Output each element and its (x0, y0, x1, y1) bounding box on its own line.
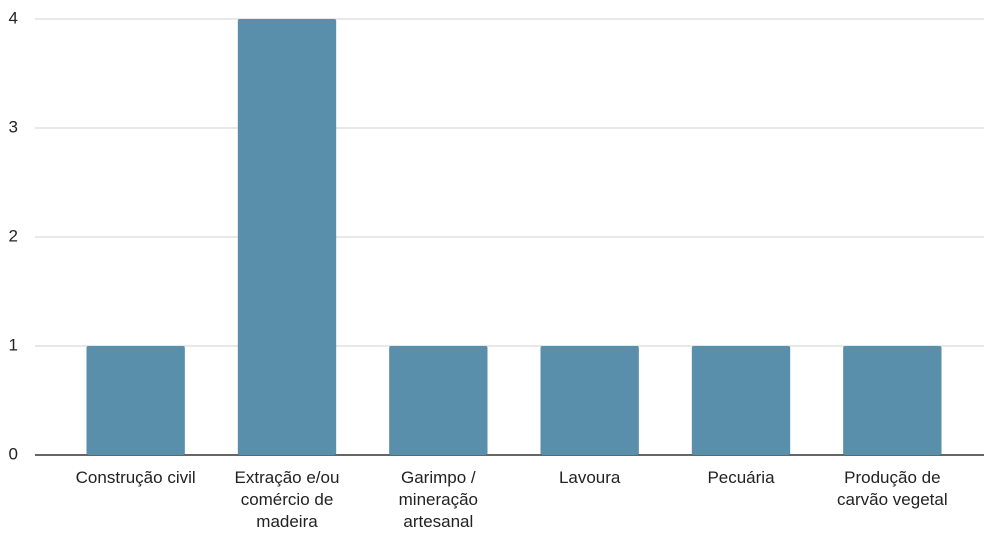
x-tick-label: Extração e/ou comércio de madeira (234, 468, 340, 531)
bar (540, 346, 639, 455)
bar (237, 19, 337, 455)
y-tick-label: 2 (9, 226, 18, 245)
y-tick-label: 3 (9, 117, 18, 136)
x-tick-label: Garimpo / mineração artesanal (398, 468, 479, 531)
bar (843, 346, 942, 455)
x-tick-label: Produção de carvão vegetal (837, 468, 948, 509)
x-tick-label: Lavoura (558, 468, 621, 487)
bar (389, 346, 488, 455)
bar (86, 346, 185, 455)
y-tick-label: 4 (9, 8, 18, 27)
y-tick-label: 0 (9, 444, 18, 463)
y-tick-label: 1 (9, 335, 18, 354)
x-tick-label: Construção civil (75, 468, 196, 487)
bar (691, 346, 791, 455)
x-tick-label: Pecuária (707, 468, 775, 487)
